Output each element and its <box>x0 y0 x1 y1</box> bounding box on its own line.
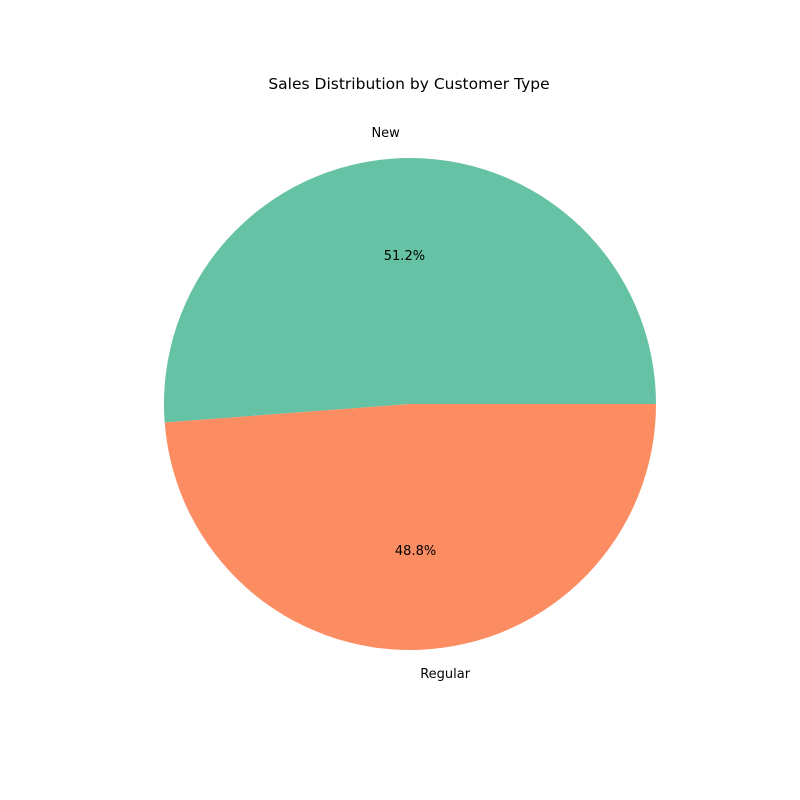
category-label-regular: Regular <box>420 667 471 682</box>
pie-slices <box>163 157 656 650</box>
chart-title: Sales Distribution by Customer Type <box>268 75 549 93</box>
pie-slice-new <box>163 157 656 423</box>
pie-labels: New 51.2% Regular 48.8% <box>371 126 470 682</box>
category-label-new: New <box>371 126 400 141</box>
percent-label-regular: 48.8% <box>395 544 436 559</box>
percent-label-new: 51.2% <box>384 249 425 264</box>
pie-slice-regular <box>164 404 656 650</box>
